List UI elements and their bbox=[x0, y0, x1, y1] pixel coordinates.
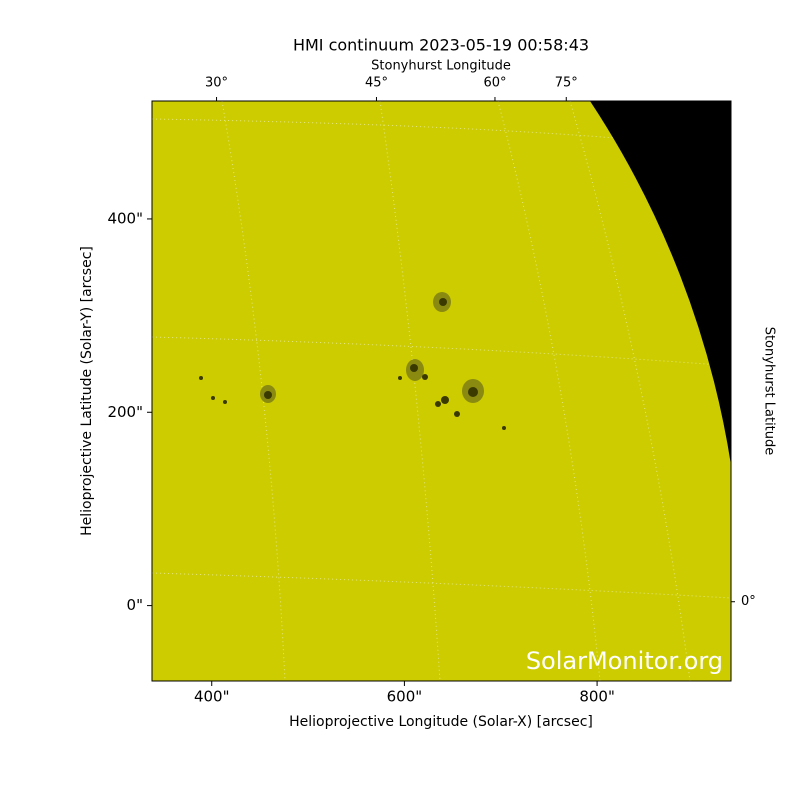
right-tick-label: 0° bbox=[741, 594, 756, 609]
top-tick-label: 60° bbox=[483, 76, 506, 91]
x-axis-label: Helioprojective Longitude (Solar-X) [arc… bbox=[289, 714, 593, 730]
sunspots bbox=[199, 292, 506, 430]
watermark: SolarMonitor.org bbox=[526, 647, 723, 675]
x-tick-label: 600" bbox=[387, 688, 423, 706]
y-tick-label: 200" bbox=[107, 403, 143, 421]
solar-image bbox=[151, 100, 732, 682]
y-tick-label: 0" bbox=[127, 596, 143, 614]
top-tick-label: 45° bbox=[365, 76, 388, 91]
space-beyond-limb bbox=[590, 101, 731, 465]
y-axis-label: Helioprojective Latitude (Solar-Y) [arcs… bbox=[79, 246, 95, 536]
x-tick-label: 800" bbox=[579, 688, 615, 706]
stonyhurst-grid bbox=[151, 100, 732, 682]
top-axis-label: Stonyhurst Longitude bbox=[371, 59, 511, 74]
top-tick-label: 75° bbox=[555, 76, 578, 91]
x-tick-label: 400" bbox=[194, 688, 230, 706]
y-tick-label: 400" bbox=[107, 209, 143, 227]
top-tick-label: 30° bbox=[205, 76, 228, 91]
chart-title: HMI continuum 2023-05-19 00:58:43 bbox=[293, 36, 589, 55]
plot-frame bbox=[151, 100, 732, 682]
right-axis-label: Stonyhurst Latitude bbox=[762, 327, 777, 456]
